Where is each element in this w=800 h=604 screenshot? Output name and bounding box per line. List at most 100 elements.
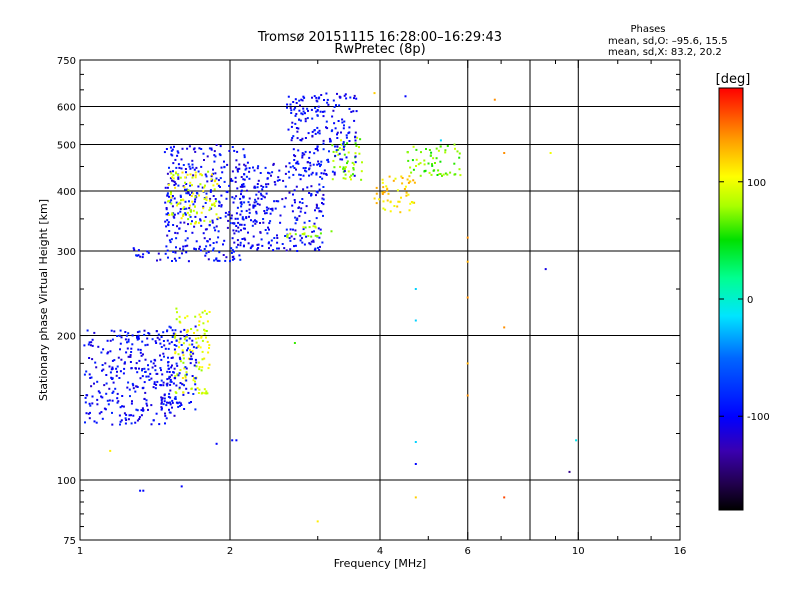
data-point — [212, 249, 214, 252]
data-point — [89, 404, 92, 407]
x-tick-label: 16 — [674, 546, 687, 557]
data-point — [289, 166, 292, 169]
data-point — [415, 148, 418, 151]
data-point — [213, 202, 216, 205]
data-point — [192, 192, 195, 195]
data-point — [212, 195, 215, 197]
data-point — [213, 259, 216, 262]
data-point — [437, 149, 440, 152]
data-point — [210, 148, 213, 151]
data-point — [123, 362, 126, 365]
data-point — [314, 248, 317, 251]
data-point — [171, 364, 173, 367]
data-point — [197, 221, 200, 224]
data-point — [171, 336, 174, 338]
data-point — [195, 192, 198, 194]
data-point — [192, 379, 195, 382]
data-point — [181, 147, 184, 150]
data-point — [320, 210, 323, 213]
data-point — [444, 151, 447, 154]
data-point — [219, 177, 222, 180]
data-point — [417, 163, 420, 166]
data-point — [287, 170, 290, 173]
data-point — [135, 367, 137, 370]
data-point — [199, 219, 202, 222]
data-point — [197, 392, 200, 394]
data-point — [136, 335, 138, 338]
data-point — [145, 399, 148, 402]
data-point — [124, 338, 127, 341]
data-point — [155, 330, 158, 333]
data-point — [139, 348, 142, 351]
data-point — [220, 205, 223, 208]
data-point — [193, 364, 196, 367]
data-point — [342, 145, 345, 148]
data-point — [328, 137, 331, 140]
data-point — [165, 245, 168, 248]
data-point — [145, 402, 148, 405]
data-point — [315, 172, 318, 175]
data-point — [194, 215, 197, 218]
data-point — [168, 367, 170, 370]
data-point — [166, 249, 169, 252]
data-point — [243, 237, 246, 240]
data-point — [194, 174, 197, 177]
data-point — [189, 173, 192, 176]
data-point — [281, 198, 284, 201]
data-point — [255, 210, 258, 213]
data-point — [338, 104, 341, 107]
data-point — [235, 166, 238, 169]
data-point — [226, 226, 229, 229]
data-point — [183, 367, 186, 370]
data-point — [265, 206, 268, 209]
data-point — [236, 170, 239, 173]
data-point — [177, 176, 180, 179]
data-point — [120, 419, 123, 422]
data-point — [172, 162, 175, 165]
data-point — [110, 329, 113, 332]
data-point — [192, 148, 195, 151]
data-point — [126, 347, 129, 350]
data-point — [192, 174, 195, 177]
data-point — [182, 185, 185, 188]
data-point — [342, 141, 345, 144]
data-point — [316, 109, 319, 111]
data-point — [278, 179, 281, 181]
data-point — [568, 470, 571, 473]
data-point — [262, 218, 265, 220]
data-point — [161, 373, 164, 376]
data-point — [218, 204, 221, 207]
data-point — [199, 218, 202, 221]
data-point — [166, 194, 169, 197]
data-point — [351, 161, 354, 164]
data-point — [458, 168, 461, 171]
data-point — [185, 367, 188, 370]
data-point — [166, 382, 169, 385]
data-point — [170, 374, 173, 377]
data-point — [116, 370, 118, 373]
data-point — [396, 189, 399, 192]
data-point — [356, 136, 359, 139]
data-point — [353, 97, 355, 100]
data-point — [204, 184, 206, 187]
data-point — [205, 390, 208, 393]
data-point — [137, 249, 140, 252]
data-point — [188, 401, 191, 404]
data-point — [233, 149, 236, 152]
data-point — [125, 419, 128, 421]
data-point — [171, 329, 174, 332]
data-point — [170, 153, 173, 156]
data-point — [333, 122, 336, 125]
data-point — [284, 235, 287, 237]
data-point — [163, 393, 166, 396]
data-point — [290, 109, 293, 112]
data-point — [165, 225, 168, 228]
data-point — [276, 179, 279, 182]
data-point — [105, 374, 108, 376]
data-point — [213, 160, 216, 163]
data-point — [244, 168, 247, 171]
data-point — [264, 166, 267, 169]
data-point — [333, 171, 336, 174]
data-point — [100, 395, 103, 398]
data-point — [330, 230, 333, 233]
